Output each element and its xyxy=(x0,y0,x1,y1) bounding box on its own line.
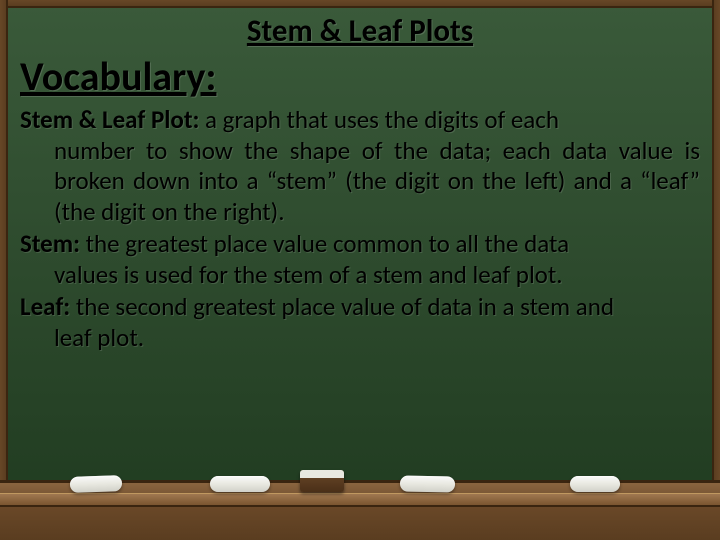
chalk-stick xyxy=(400,476,455,493)
term-label: Stem & Leaf Plot: xyxy=(20,104,199,135)
chalk-stick xyxy=(210,476,270,492)
definition-stem-leaf-plot: Stem & Leaf Plot: a graph that uses the … xyxy=(20,105,700,227)
definition-text-first: a graph that uses the digits of each xyxy=(199,104,559,135)
definition-text-rest: number to show the shape of the data; ea… xyxy=(20,136,700,228)
slide-title: Stem & Leaf Plots xyxy=(20,12,700,50)
wood-frame-top xyxy=(0,0,720,8)
definition-stem: Stem: the greatest place value common to… xyxy=(20,229,700,290)
slide-content: Stem & Leaf Plots Vocabulary: Stem & Lea… xyxy=(20,12,700,355)
definition-text-rest: values is used for the stem of a stem an… xyxy=(20,260,700,291)
vocabulary-heading: Vocabulary: xyxy=(20,52,700,101)
definition-text-first: the greatest place value common to all t… xyxy=(80,228,569,259)
wood-frame-right xyxy=(712,0,720,540)
definition-text-rest: leaf plot. xyxy=(20,323,700,354)
term-label: Leaf: xyxy=(20,291,70,322)
chalk-stick xyxy=(70,475,123,493)
definitions-list: Stem & Leaf Plot: a graph that uses the … xyxy=(20,105,700,353)
definition-leaf: Leaf: the second greatest place value of… xyxy=(20,292,700,353)
term-label: Stem: xyxy=(20,228,80,259)
chalkboard-eraser xyxy=(300,470,344,492)
chalk-stick xyxy=(570,476,620,492)
definition-text-first: the second greatest place value of data … xyxy=(70,291,614,322)
wood-frame-left xyxy=(0,0,8,540)
chalk-tray-lip xyxy=(0,493,720,507)
